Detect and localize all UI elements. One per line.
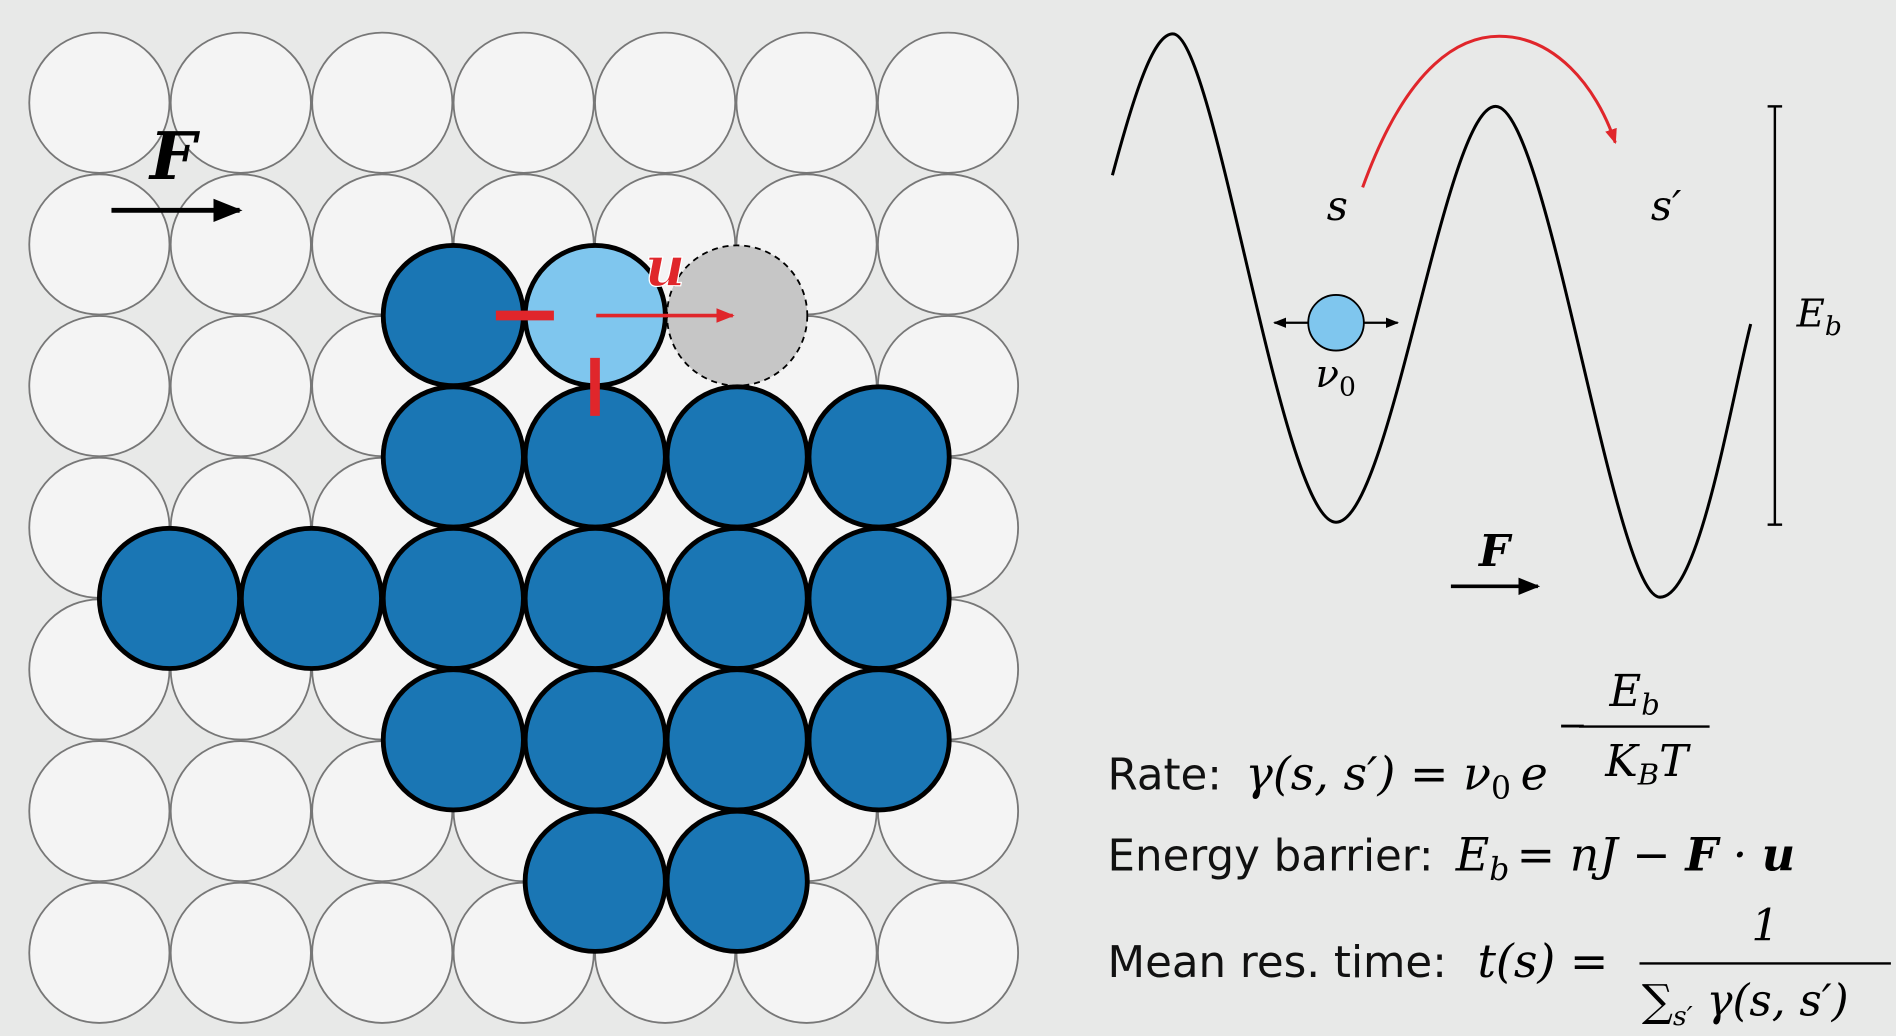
time-lhs: t(s) = — [1477, 934, 1608, 988]
lattice-site — [878, 33, 1018, 173]
rate-label: Rate: — [1108, 750, 1222, 800]
lattice-site — [29, 316, 169, 456]
adatom — [1308, 295, 1364, 351]
lattice-site — [595, 33, 735, 173]
lattice-site — [171, 174, 311, 314]
force-label: F — [1477, 526, 1513, 577]
time-denominator: ∑s′ γ(s, s′) — [1642, 976, 1849, 1032]
atom — [383, 387, 523, 527]
lattice-site — [312, 33, 452, 173]
lattice-site — [29, 741, 169, 881]
lattice-site — [454, 33, 594, 173]
atom — [383, 528, 523, 668]
lattice-site — [29, 33, 169, 173]
lattice-site — [878, 174, 1018, 314]
energy-label: Energy barrier: — [1108, 831, 1434, 881]
atom — [809, 387, 949, 527]
state-from: s — [1327, 182, 1348, 230]
force-label: F — [148, 119, 201, 195]
atom — [667, 811, 807, 951]
lattice-site — [171, 316, 311, 456]
time-label: Mean res. time: — [1108, 938, 1447, 988]
diagram: F u s s′ ν0 Eb F Rate: γ(s, s′) = ν0e − … — [0, 0, 1896, 1036]
lattice-site — [312, 883, 452, 1023]
time-numerator: 1 — [1751, 901, 1779, 951]
lattice-site — [171, 883, 311, 1023]
atom — [525, 528, 665, 668]
lattice-site — [29, 174, 169, 314]
atom — [667, 528, 807, 668]
atom — [667, 387, 807, 527]
displacement-label: u — [645, 234, 685, 299]
atom — [809, 528, 949, 668]
atom — [809, 670, 949, 810]
atom — [99, 528, 239, 668]
lattice-site — [878, 883, 1018, 1023]
atom — [667, 670, 807, 810]
lattice-site — [171, 741, 311, 881]
atom — [525, 811, 665, 951]
lattice-site — [29, 883, 169, 1023]
atom — [241, 528, 381, 668]
exponent-sign: − — [1557, 703, 1587, 746]
atom — [383, 670, 523, 810]
state-to: s′ — [1651, 182, 1682, 230]
atom — [525, 670, 665, 810]
lattice-site — [736, 33, 876, 173]
